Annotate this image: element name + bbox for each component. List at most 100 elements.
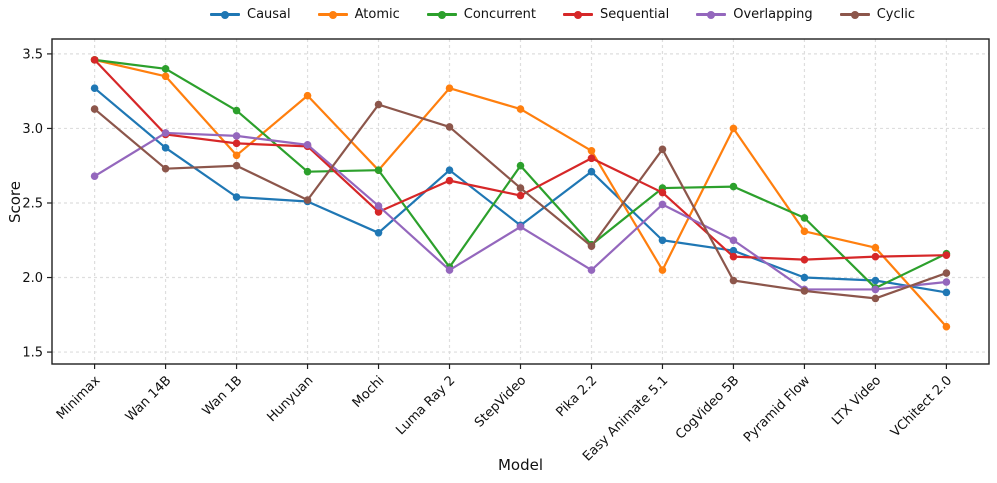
data-point-overlapping xyxy=(232,132,241,140)
x-tick-label: Luma Ray 2 xyxy=(393,373,458,438)
data-point-sequential xyxy=(232,139,241,148)
data-point-sequential xyxy=(587,154,596,163)
data-point-causal xyxy=(800,273,809,282)
legend-item-overlapping: Overlapping xyxy=(696,7,813,22)
data-point-causal xyxy=(90,84,99,92)
x-tick-label: Mochi xyxy=(350,373,388,411)
data-point-atomic xyxy=(729,124,738,133)
data-point-overlapping xyxy=(303,141,312,149)
data-point-concurrent xyxy=(303,167,312,176)
data-point-concurrent xyxy=(516,161,525,170)
data-point-cyclic xyxy=(161,164,170,173)
data-point-sequential xyxy=(729,252,738,261)
y-axis-title: Score xyxy=(6,181,24,224)
data-point-atomic xyxy=(800,227,809,236)
data-point-sequential xyxy=(658,188,667,197)
data-point-cyclic xyxy=(90,105,99,113)
legend-item-causal: Causal xyxy=(210,7,291,22)
data-point-overlapping xyxy=(658,200,667,209)
data-point-cyclic xyxy=(729,276,738,285)
data-point-sequential xyxy=(90,56,99,64)
data-point-atomic xyxy=(516,105,525,113)
x-tick-label: LTX Video xyxy=(829,373,884,428)
legend-line-marker-icon xyxy=(839,8,870,22)
data-point-cyclic xyxy=(658,145,667,154)
data-point-overlapping xyxy=(871,285,880,294)
y-tick-label: 2.5 xyxy=(22,196,43,211)
data-point-cyclic xyxy=(587,242,596,251)
legend-label: Overlapping xyxy=(733,7,813,22)
x-tick-label: Pyramid Flow xyxy=(741,373,814,446)
data-point-sequential xyxy=(942,251,951,259)
y-tick-label: 3.5 xyxy=(22,47,43,62)
legend-label: Sequential xyxy=(599,7,670,22)
legend-item-sequential: Sequential xyxy=(562,7,670,22)
data-point-cyclic xyxy=(516,184,525,192)
data-point-concurrent xyxy=(729,182,738,191)
data-point-atomic xyxy=(303,91,312,100)
y-tick-label: 2.0 xyxy=(22,271,43,286)
data-point-cyclic xyxy=(374,100,383,109)
x-tick-label: VChitect 2.0 xyxy=(888,373,955,440)
legend-line-marker-icon xyxy=(426,8,457,22)
data-point-sequential xyxy=(445,176,454,185)
legend-label: Atomic xyxy=(354,7,400,22)
data-point-causal xyxy=(871,276,880,285)
data-point-causal xyxy=(374,229,383,237)
data-point-causal xyxy=(729,246,738,255)
data-point-overlapping xyxy=(90,172,99,180)
legend-line-marker-icon xyxy=(210,8,240,22)
data-point-causal xyxy=(658,236,667,245)
data-point-cyclic xyxy=(942,269,951,277)
data-point-overlapping xyxy=(729,236,738,245)
data-point-causal xyxy=(232,193,241,201)
x-tick-label: Minimax xyxy=(54,373,104,423)
series-line-overlapping xyxy=(93,131,948,291)
data-point-cyclic xyxy=(232,161,241,170)
data-point-overlapping xyxy=(445,266,454,274)
data-point-causal xyxy=(445,166,454,174)
x-tick-label: CogVideo 5B xyxy=(673,373,742,442)
x-tick-label: Pika 2.2 xyxy=(553,373,600,420)
data-point-atomic xyxy=(232,151,241,160)
data-point-concurrent xyxy=(800,214,809,222)
data-point-sequential xyxy=(516,191,525,200)
data-point-cyclic xyxy=(871,294,880,303)
x-tick-label: Hunyuan xyxy=(264,373,316,425)
legend-label: Cyclic xyxy=(876,7,915,22)
data-point-overlapping xyxy=(161,129,170,137)
data-point-causal xyxy=(161,144,170,152)
legend-line-marker-icon xyxy=(317,8,348,22)
x-tick-label: Wan 14B xyxy=(123,373,174,424)
data-point-concurrent xyxy=(374,166,383,174)
legend-line-marker-icon xyxy=(696,8,727,22)
data-point-sequential xyxy=(800,255,809,264)
data-point-causal xyxy=(587,167,596,176)
data-point-cyclic xyxy=(303,196,312,204)
data-point-concurrent xyxy=(232,106,241,115)
data-point-atomic xyxy=(161,72,170,81)
data-point-sequential xyxy=(374,208,383,216)
y-tick-label: 3.0 xyxy=(22,122,43,137)
data-point-overlapping xyxy=(516,223,525,231)
x-axis-title: Model xyxy=(497,456,544,474)
data-point-atomic xyxy=(871,243,880,252)
data-point-atomic xyxy=(658,266,667,274)
data-point-causal xyxy=(942,288,951,297)
data-point-cyclic xyxy=(800,287,809,295)
plot-border xyxy=(51,38,990,365)
y-tick-label: 1.5 xyxy=(22,346,43,361)
data-point-overlapping xyxy=(942,278,951,286)
data-point-concurrent xyxy=(161,65,170,73)
data-point-atomic xyxy=(942,322,951,331)
x-tick-label: Wan 1B xyxy=(200,373,246,419)
chart-legend: Causal Atomic Concurrent Sequential Overlapp… xyxy=(94,7,997,22)
legend-line-marker-icon xyxy=(562,8,593,22)
legend-item-atomic: Atomic xyxy=(317,7,400,22)
data-point-atomic xyxy=(587,147,596,155)
data-point-overlapping xyxy=(374,202,383,210)
legend-label: Concurrent xyxy=(463,7,536,22)
data-point-atomic xyxy=(445,84,454,92)
